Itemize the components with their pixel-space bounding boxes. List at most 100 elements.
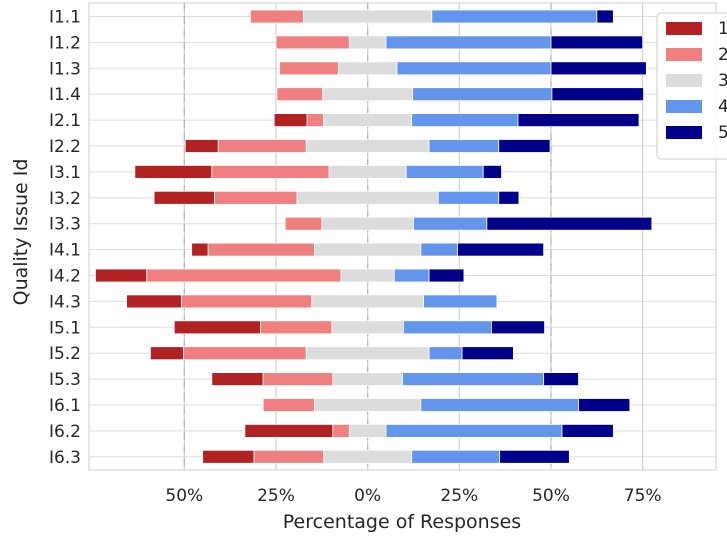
bar-I1.4-series-4 — [412, 87, 553, 102]
legend: 1 2 3 4 5 — [656, 12, 727, 160]
x-tick-labels: 50% 25% 0% 25% 50% 75% — [165, 486, 661, 506]
bar-I3.2-series-3 — [296, 190, 439, 205]
bar-I1.3-series-5 — [550, 61, 647, 76]
legend-label-5: 5 — [718, 123, 727, 143]
bar-I5.2-series-2 — [183, 346, 307, 361]
y-tick-labels: I1.1 I1.2 I1.3 I1.4 I2.1 I2.2 I3.1 I3.2 I3.3 I4.1… — [49, 8, 81, 468]
y-tick-label: I1.2 — [49, 33, 81, 53]
bar-I5.1-series-5 — [491, 320, 545, 335]
bar-I4.2-series-2 — [146, 268, 342, 283]
bar-I2.2-series-2 — [217, 139, 307, 153]
legend-swatch-5 — [666, 126, 702, 139]
bar-I2.2-series-3 — [305, 139, 430, 153]
bar-I3.3-series-2 — [284, 216, 323, 231]
bar-I1.4-series-5 — [551, 87, 644, 102]
bar-I3.1-series-2 — [211, 164, 330, 179]
legend-swatch-3 — [666, 74, 702, 87]
y-tick-label: I4.2 — [49, 267, 81, 287]
bar-I5.3-series-4 — [402, 372, 545, 387]
bar-I1.3-series-2 — [279, 61, 339, 76]
legend-label-1: 1 — [718, 19, 727, 39]
bar-I3.1-series-4 — [405, 164, 484, 179]
y-tick-label: I6.1 — [49, 396, 81, 416]
legend-label-4: 4 — [718, 97, 727, 117]
x-tick-label: 50% — [532, 486, 570, 506]
bar-I2.1-series-5 — [517, 113, 640, 127]
y-tick-label: I2.1 — [49, 111, 81, 131]
bar-I1.2-series-3 — [348, 35, 387, 50]
x-tick-label: 50% — [165, 486, 203, 506]
bar-I5.2-series-1 — [150, 346, 184, 361]
legend-swatch-2 — [666, 48, 702, 61]
legend-swatch-4 — [666, 100, 702, 113]
bar-I4.3-series-4 — [423, 294, 498, 309]
bar-I3.1-series-3 — [328, 164, 407, 179]
y-tick-label: I4.3 — [49, 292, 81, 312]
bar-I1.3-series-3 — [337, 61, 398, 76]
y-tick-label: I5.1 — [49, 318, 81, 338]
plot-frame — [88, 2, 717, 471]
y-tick-label: I3.1 — [49, 163, 81, 183]
bar-I1.3-series-4 — [396, 61, 552, 76]
bar-I6.3-series-1 — [202, 449, 255, 464]
bar-I1.1-series-2 — [249, 9, 304, 24]
bar-I5.3-series-5 — [543, 372, 579, 387]
y-tick-label: I3.2 — [49, 189, 81, 209]
bar-I2.1-series-4 — [411, 113, 519, 127]
bar-I5.2-series-4 — [428, 346, 463, 361]
bar-I4.1-series-1 — [191, 242, 209, 257]
bar-I3.3-series-5 — [486, 216, 653, 231]
bar-I3.2-series-5 — [498, 190, 520, 205]
bar-I4.1-series-4 — [420, 242, 458, 257]
bar-I6.1-series-2 — [262, 398, 315, 412]
legend-swatch-1 — [666, 22, 702, 35]
bar-I6.2-series-5 — [561, 423, 614, 438]
y-tick-label: I5.3 — [49, 370, 81, 390]
y-tick-label: I3.3 — [49, 215, 81, 235]
bar-I3.1-series-5 — [482, 164, 502, 179]
bar-I5.1-series-3 — [331, 320, 404, 335]
bar-I6.3-series-3 — [323, 449, 413, 464]
bar-I3.2-series-2 — [214, 190, 298, 205]
y-tick-label: I6.3 — [49, 448, 81, 468]
bar-I4.2-series-3 — [340, 268, 395, 283]
bar-I2.1-series-1 — [273, 113, 308, 127]
bar-I6.1-series-5 — [578, 398, 631, 412]
bar-I2.1-series-2 — [306, 113, 325, 127]
bar-I4.2-series-5 — [428, 268, 465, 283]
x-tick-label: 75% — [624, 486, 662, 506]
bar-I6.3-series-2 — [253, 449, 325, 464]
bar-I2.2-series-5 — [498, 139, 551, 153]
y-tick-label: I1.3 — [49, 59, 81, 79]
bar-I4.2-series-1 — [95, 268, 148, 283]
bar-I5.1-series-2 — [260, 320, 333, 335]
bar-I5.3-series-1 — [211, 372, 264, 387]
bar-I2.2-series-1 — [184, 139, 219, 153]
bar-I5.2-series-3 — [305, 346, 430, 361]
bar-I4.3-series-3 — [311, 294, 424, 309]
bar-I5.1-series-4 — [403, 320, 492, 335]
bar-I1.1-series-3 — [303, 9, 433, 24]
bar-I3.3-series-3 — [321, 216, 414, 231]
y-tick-label: I5.2 — [49, 344, 81, 364]
bar-I4.2-series-4 — [393, 268, 430, 283]
bar-I1.1-series-4 — [431, 9, 598, 24]
bar-I5.2-series-5 — [461, 346, 514, 361]
bar-I4.1-series-5 — [457, 242, 545, 257]
legend-label-3: 3 — [718, 71, 727, 91]
bar-I5.3-series-2 — [262, 372, 334, 387]
bar-I1.2-series-2 — [275, 35, 350, 50]
bar-I6.2-series-2 — [332, 423, 350, 438]
bar-I1.1-series-5 — [596, 9, 614, 24]
bar-I1.4-series-3 — [322, 87, 413, 102]
x-tick-label: 25% — [440, 486, 478, 506]
bar-I1.4-series-2 — [276, 87, 324, 102]
bar-I4.1-series-3 — [314, 242, 422, 257]
bar-I6.1-series-3 — [314, 398, 422, 412]
bar-I6.3-series-4 — [411, 449, 501, 464]
y-tick-label: I1.1 — [49, 8, 81, 28]
bar-I2.1-series-3 — [323, 113, 413, 127]
bar-I1.2-series-5 — [550, 35, 644, 50]
bars — [95, 9, 653, 464]
